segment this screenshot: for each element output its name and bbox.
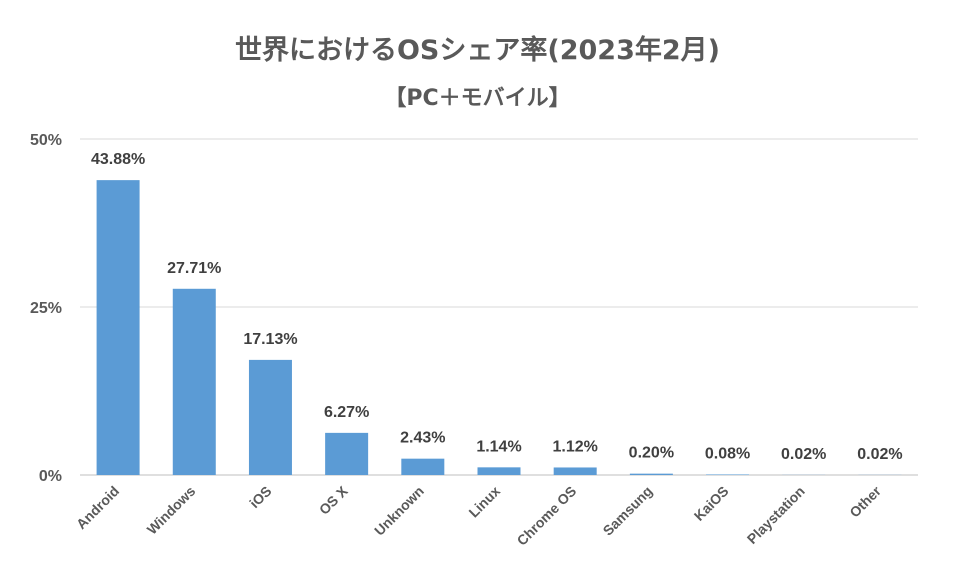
bar-linux <box>477 467 521 475</box>
chart-subtitle: 【PC＋モバイル】 <box>384 86 571 111</box>
x-tick-label: Other <box>846 482 884 520</box>
bar-ios <box>248 359 292 475</box>
data-label: 27.71% <box>167 260 221 277</box>
y-tick-label: 25% <box>30 300 62 317</box>
x-tick-label: Windows <box>144 483 199 538</box>
bar-samsung <box>629 473 673 475</box>
bar-os-x <box>325 432 369 475</box>
bar-chrome-os <box>553 467 597 475</box>
data-label: 1.12% <box>552 438 597 455</box>
data-label: 0.02% <box>857 446 902 463</box>
x-tick-label: Unknown <box>371 483 427 539</box>
data-label: 17.13% <box>243 331 297 348</box>
x-tick-label: Playstation <box>744 483 808 547</box>
data-label: 0.02% <box>781 446 826 463</box>
x-tick-label: Android <box>73 483 122 532</box>
y-tick-label: 0% <box>39 468 62 485</box>
x-tick-label: Chrome OS <box>514 483 580 549</box>
data-label: 0.20% <box>629 445 674 462</box>
data-label: 0.08% <box>705 445 750 462</box>
data-label: 1.14% <box>476 438 521 455</box>
chart-title: 世界におけるOSシェア率(2023年2月) <box>234 35 720 66</box>
bar-windows <box>172 288 216 475</box>
data-label: 43.88% <box>91 151 145 168</box>
x-tick-label: Samsung <box>600 483 656 539</box>
x-tick-label: iOS <box>246 483 274 511</box>
y-tick-label: 50% <box>30 132 62 149</box>
x-tick-label: Linux <box>465 483 503 521</box>
bar-kaios <box>706 474 750 475</box>
x-tick-label: OS X <box>316 482 351 517</box>
bar-unknown <box>401 458 445 475</box>
data-label: 6.27% <box>324 404 369 421</box>
data-label: 2.43% <box>400 430 445 447</box>
bar-android <box>96 180 140 475</box>
x-tick-label: KaiOS <box>691 483 732 524</box>
